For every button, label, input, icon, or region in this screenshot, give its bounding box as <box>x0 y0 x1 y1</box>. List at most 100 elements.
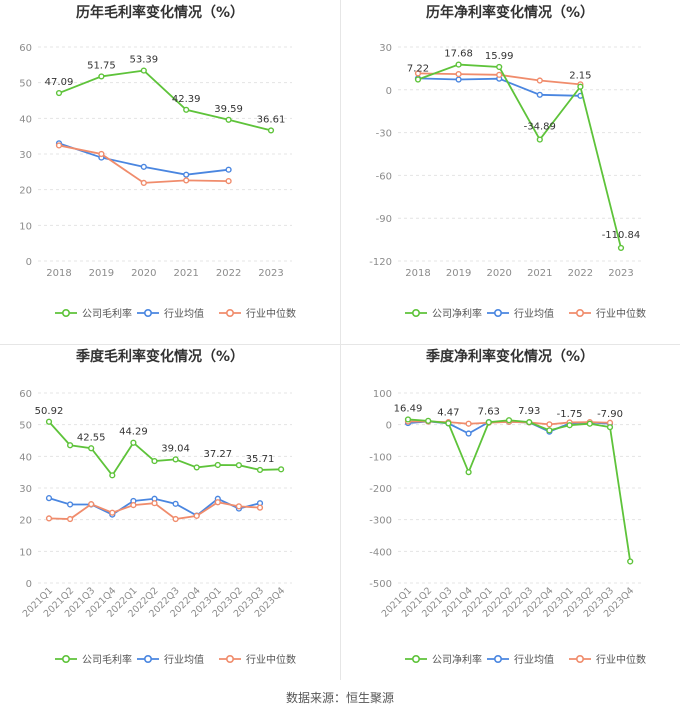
data-point <box>193 464 200 471</box>
data-point <box>225 116 232 123</box>
x-tick-label: 2020 <box>486 268 511 279</box>
data-label: 4.47 <box>437 407 459 418</box>
data-label: 7.22 <box>407 63 429 74</box>
series-average <box>45 495 264 519</box>
legend-item-company[interactable]: 公司毛利率 <box>55 653 132 666</box>
y-tick-label: 60 <box>19 43 32 54</box>
data-point <box>45 515 53 522</box>
series-average <box>414 75 584 99</box>
data-label: 7.93 <box>518 406 540 417</box>
data-point <box>455 76 462 83</box>
data-point <box>109 472 116 479</box>
series-company: 50.92 42.55 44.29 39.04 37.27 35.71 <box>35 406 285 479</box>
y-tick-label: -60 <box>376 171 392 182</box>
data-label: -110.84 <box>602 230 641 241</box>
y-tick-label: 0 <box>386 86 392 97</box>
data-point <box>225 178 232 185</box>
data-point <box>172 456 179 463</box>
data-point <box>485 419 492 426</box>
x-tick-label: 2021 <box>527 268 552 279</box>
data-point <box>66 442 74 449</box>
legend-marker-icon <box>61 654 70 663</box>
y-tick-label: -120 <box>369 257 392 268</box>
data-point <box>183 106 190 113</box>
legend-label: 公司毛利率 <box>82 307 132 320</box>
data-point <box>465 430 472 437</box>
legend-item-average[interactable]: 行业均值 <box>137 307 204 320</box>
data-point <box>455 71 462 78</box>
y-tick-label: -90 <box>376 214 392 225</box>
legend-item-median[interactable]: 行业中位数 <box>219 307 296 320</box>
series-company: 16.49 4.47 7.63 7.93 -1.75 -7.90 <box>394 403 634 565</box>
legend-item-median[interactable]: 行业中位数 <box>569 653 646 666</box>
data-point <box>172 500 179 507</box>
legend-item-company[interactable]: 公司净利率 <box>405 307 482 320</box>
data-label: 7.63 <box>478 406 500 417</box>
data-label: 35.71 <box>246 454 275 465</box>
series-line <box>407 418 632 562</box>
data-point <box>140 67 147 74</box>
legend-marker-icon <box>493 308 502 317</box>
legend-marker-icon <box>226 654 235 663</box>
legend-item-average[interactable]: 行业均值 <box>137 653 204 666</box>
legend-item-average[interactable]: 行业均值 <box>487 653 554 666</box>
data-point <box>109 509 116 516</box>
legend-label: 行业中位数 <box>596 653 646 666</box>
legend-marker-icon <box>575 654 584 663</box>
y-tick-label: 40 <box>19 114 32 125</box>
data-label: 44.29 <box>119 427 148 438</box>
data-point <box>404 416 412 423</box>
series-median <box>45 499 264 523</box>
legend-label: 公司净利率 <box>432 653 482 666</box>
y-tick-label: 30 <box>379 43 392 54</box>
data-label: 50.92 <box>35 406 64 417</box>
data-point <box>455 61 462 68</box>
y-tick-label: 0 <box>26 257 32 268</box>
data-point <box>536 77 543 84</box>
y-tick-label: 40 <box>19 452 32 463</box>
x-tick-label: 2021 <box>173 268 198 279</box>
legend-item-company[interactable]: 公司毛利率 <box>55 307 132 320</box>
y-tick-label: 30 <box>19 484 32 495</box>
data-label: -34.89 <box>524 122 556 133</box>
y-tick-label: -30 <box>376 129 392 140</box>
data-point <box>235 503 243 510</box>
series-median <box>55 142 232 186</box>
data-point <box>496 63 503 71</box>
vertical-divider <box>340 0 341 680</box>
data-label: 39.59 <box>214 104 243 115</box>
data-point <box>225 166 232 173</box>
data-source-note: 数据来源：恒生聚源 <box>285 691 394 705</box>
legend-marker-icon <box>61 308 70 317</box>
data-point <box>414 70 422 77</box>
data-point <box>256 466 264 474</box>
series-line <box>417 63 622 249</box>
legend-marker-icon <box>411 654 420 663</box>
legend: 公司毛利率 行业均值 行业中位数 <box>55 653 296 666</box>
legend-item-median[interactable]: 行业中位数 <box>569 307 646 320</box>
x-tick-label: 2023 <box>608 268 633 279</box>
legend: 公司净利率 行业均值 行业中位数 <box>405 653 646 666</box>
legend-item-median[interactable]: 行业中位数 <box>219 653 296 666</box>
data-label: 42.39 <box>172 94 201 105</box>
legend-item-average[interactable]: 行业均值 <box>487 307 554 320</box>
data-point <box>267 127 275 134</box>
data-point <box>536 91 543 98</box>
series-median <box>414 70 584 88</box>
data-point <box>465 469 472 476</box>
data-label: 2.15 <box>569 71 591 82</box>
series-line <box>48 421 282 477</box>
data-point <box>88 445 95 452</box>
data-point <box>98 73 105 80</box>
data-label: 16.49 <box>394 403 423 414</box>
series-line <box>58 69 272 132</box>
y-tick-label: 20 <box>19 186 32 197</box>
data-point <box>45 418 53 425</box>
data-point <box>235 462 243 469</box>
data-label: 51.75 <box>87 60 116 71</box>
legend-marker-icon <box>493 654 502 663</box>
legend-item-company[interactable]: 公司净利率 <box>405 653 482 666</box>
legend-marker-icon <box>144 308 153 317</box>
data-point <box>526 419 533 426</box>
